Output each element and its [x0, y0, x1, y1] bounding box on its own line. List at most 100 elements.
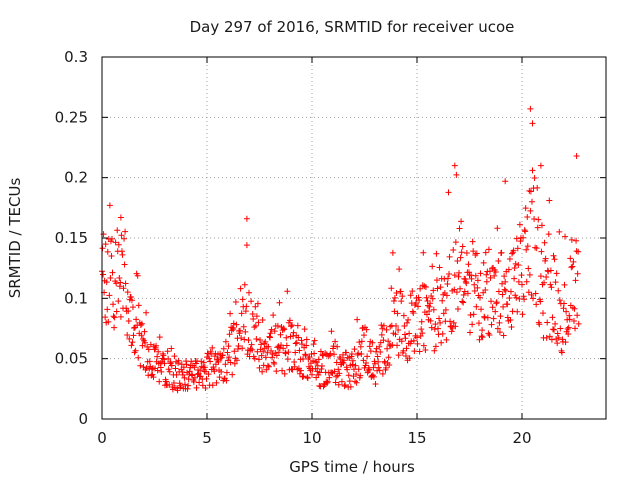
data-point — [156, 334, 163, 341]
data-point — [124, 332, 131, 339]
data-point — [439, 330, 446, 337]
data-point — [333, 359, 340, 366]
data-point — [258, 341, 265, 348]
data-point — [207, 358, 214, 365]
data-point — [568, 264, 575, 271]
data-point — [516, 221, 523, 228]
data-point — [393, 289, 400, 296]
data-point — [481, 313, 488, 320]
data-point — [467, 312, 474, 319]
data-point — [430, 287, 437, 294]
data-point — [386, 362, 393, 369]
data-point — [213, 379, 220, 386]
data-point — [531, 216, 538, 223]
chart-title: Day 297 of 2016, SRMTID for receiver uco… — [190, 18, 515, 36]
data-point — [488, 321, 495, 328]
data-point — [116, 283, 123, 290]
data-point — [243, 242, 250, 249]
data-point — [370, 364, 377, 371]
data-point — [245, 337, 252, 344]
data-point — [391, 308, 398, 315]
data-point — [537, 162, 544, 169]
data-point — [534, 224, 541, 231]
data-point — [446, 271, 453, 278]
data-point — [376, 367, 383, 374]
data-point — [365, 367, 372, 374]
data-point — [293, 339, 300, 346]
data-point — [445, 189, 452, 196]
data-point — [283, 342, 290, 349]
data-point — [573, 248, 580, 255]
data-point — [527, 188, 534, 195]
data-point — [486, 332, 493, 339]
data-point — [450, 319, 457, 326]
data-point — [366, 343, 373, 350]
data-point — [506, 295, 513, 302]
data-point — [534, 184, 541, 191]
data-point — [398, 338, 405, 345]
data-point — [301, 326, 308, 333]
data-point — [562, 339, 569, 346]
data-point — [457, 285, 464, 292]
data-point — [274, 322, 281, 329]
data-point — [254, 300, 261, 307]
data-point — [190, 378, 197, 385]
data-point — [485, 246, 492, 253]
data-point — [558, 349, 565, 356]
data-point — [496, 319, 503, 326]
data-point — [514, 308, 521, 315]
data-point — [397, 288, 404, 295]
data-point — [457, 254, 464, 261]
data-point — [116, 275, 123, 282]
data-point — [483, 278, 490, 285]
data-point — [478, 306, 485, 313]
data-point — [385, 354, 392, 361]
data-point — [259, 368, 266, 375]
data-point — [565, 331, 572, 338]
data-point — [555, 334, 562, 341]
data-point — [372, 360, 378, 367]
data-point — [349, 357, 356, 364]
data-point — [520, 293, 527, 300]
data-point — [264, 362, 271, 369]
data-point — [324, 378, 331, 385]
x-tick-label: 10 — [302, 429, 321, 447]
data-point — [111, 324, 118, 331]
data-point — [518, 272, 525, 279]
data-point — [231, 348, 238, 355]
data-point — [489, 304, 496, 311]
data-point — [302, 352, 309, 359]
data-point — [377, 349, 384, 356]
data-point — [181, 374, 188, 381]
data-point — [345, 372, 352, 379]
data-point — [237, 285, 244, 292]
data-point — [310, 341, 317, 348]
data-point — [452, 239, 459, 246]
data-point — [573, 152, 580, 159]
data-point — [133, 316, 140, 323]
data-point — [226, 354, 233, 361]
y-tick-label: 0 — [78, 410, 88, 428]
data-point — [528, 198, 535, 205]
data-point — [409, 308, 416, 315]
data-point — [102, 314, 109, 321]
data-point — [118, 232, 125, 239]
y-tick-label: 0.2 — [64, 169, 88, 187]
data-point — [387, 342, 394, 349]
data-point — [446, 253, 453, 260]
data-point — [533, 301, 540, 308]
data-point — [360, 357, 367, 364]
data-point — [161, 360, 168, 367]
data-point — [395, 326, 402, 333]
data-point — [482, 249, 489, 256]
data-point — [427, 317, 434, 324]
data-point — [471, 281, 478, 288]
data-point — [477, 294, 483, 301]
data-point — [519, 311, 526, 318]
data-point — [102, 241, 109, 248]
data-point — [460, 299, 467, 306]
data-point — [517, 238, 524, 245]
data-point — [535, 216, 542, 223]
data-point — [224, 349, 231, 356]
